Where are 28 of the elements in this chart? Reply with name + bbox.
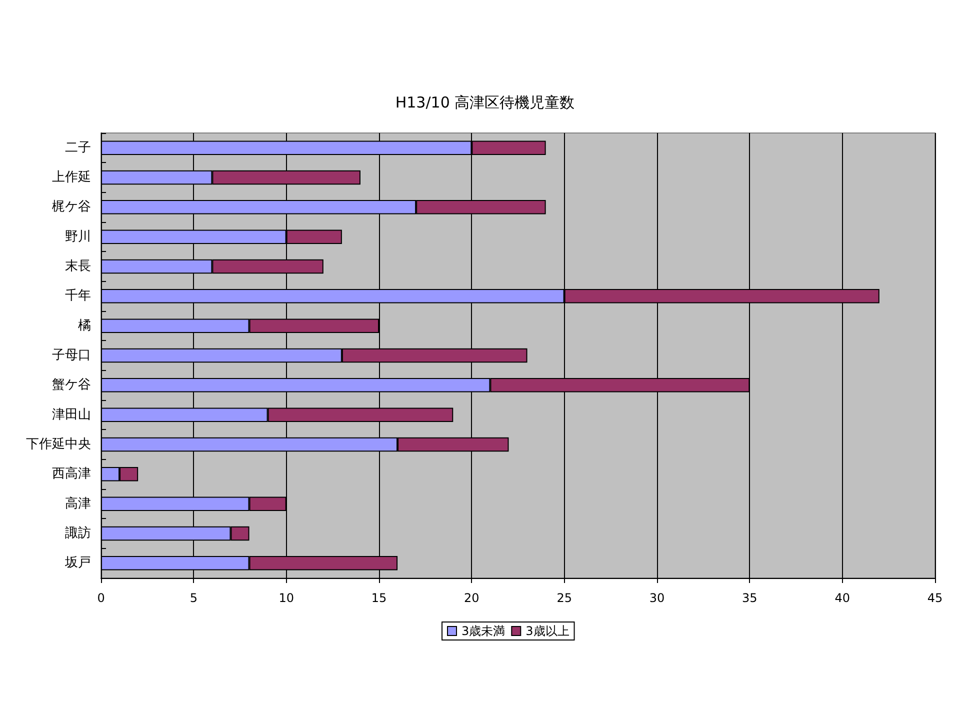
- x-tick-label: 0: [97, 591, 105, 605]
- x-tick-label: 40: [834, 591, 850, 605]
- x-tick-label: 5: [190, 591, 198, 605]
- legend-label: 3歳未満: [462, 624, 506, 638]
- y-tick-label: 蟹ケ谷: [52, 378, 91, 393]
- chart-title: H13/10 高津区待機児童数: [395, 94, 575, 112]
- y-tick-label: 梶ケ谷: [52, 200, 91, 215]
- x-tick-label: 20: [464, 591, 480, 605]
- y-tick-label: 二子: [65, 140, 91, 156]
- x-tick-label: 30: [649, 591, 665, 605]
- y-tick-label: 高津: [65, 495, 91, 512]
- legend-label: 3歳以上: [526, 624, 570, 638]
- y-tick-label: 末長: [65, 259, 91, 274]
- y-tick-label: 西高津: [52, 466, 91, 482]
- x-tick-label: 25: [556, 591, 572, 605]
- x-tick-label: 15: [371, 591, 387, 605]
- y-tick-label: 諏訪: [65, 526, 91, 541]
- y-tick-label: 坂戸: [64, 556, 91, 571]
- y-tick-label: 子母口: [52, 348, 91, 363]
- x-tick-label: 35: [742, 591, 758, 605]
- x-tick-label: 45: [927, 591, 943, 605]
- x-tick-label: 10: [278, 591, 294, 605]
- y-tick-label: 橘: [78, 318, 91, 334]
- y-tick-label: 野川: [65, 229, 91, 244]
- y-tick-label: 千年: [65, 288, 91, 304]
- y-tick-label: 津田山: [52, 407, 91, 422]
- y-tick-label: 上作延: [52, 170, 91, 185]
- y-tick-label: 下作延中央: [26, 437, 91, 452]
